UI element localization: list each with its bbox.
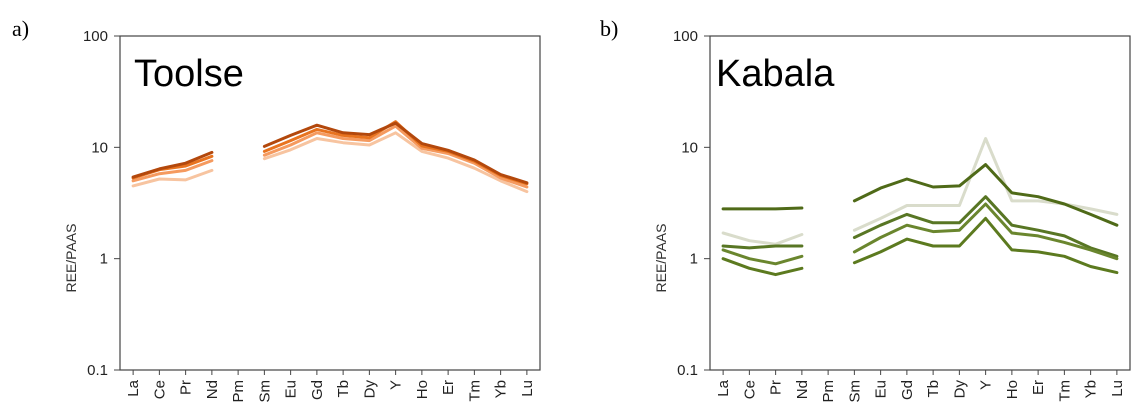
- y-tick-label-b-1: 10: [681, 139, 698, 156]
- x-tick-label-b-ce: Ce: [741, 380, 758, 399]
- y-tick-label-b-3: 0.1: [677, 362, 698, 379]
- x-tick-label-a-nd: Nd: [204, 380, 221, 399]
- x-tick-label-b-la: La: [715, 379, 732, 396]
- series-line-b-0: [721, 137, 1119, 246]
- x-tick-label-b-dy: Dy: [951, 380, 968, 399]
- y-axis-label-a: REE/PAAS: [63, 224, 79, 293]
- series-group-b: [721, 137, 1119, 277]
- panel-title-kabala: Kabala: [716, 53, 835, 95]
- x-tick-label-a-yb: Yb: [493, 380, 510, 398]
- plot-frame-a: [119, 35, 541, 371]
- x-tick-label-a-tm: Tm: [466, 380, 483, 402]
- panel-letter-b: b): [600, 16, 618, 41]
- y-tick-label-b-2: 1: [690, 251, 698, 268]
- x-tick-label-b-tm: Tm: [1056, 380, 1073, 402]
- series-line-a-1: [131, 124, 529, 189]
- x-tick-label-b-er: Er: [1030, 380, 1047, 395]
- x-tick-label-a-pm: Pm: [230, 380, 247, 403]
- y-ticks-b: 100 10 1 0.1: [673, 28, 710, 379]
- x-tick-label-a-y: Y: [388, 380, 405, 390]
- x-tick-label-b-lu: Lu: [1109, 380, 1126, 397]
- x-tick-label-a-gd: Gd: [309, 380, 326, 400]
- x-tick-label-b-yb: Yb: [1083, 380, 1100, 398]
- x-tick-label-b-nd: Nd: [794, 380, 811, 399]
- series-line-b-3: [721, 202, 1119, 266]
- y-tick-label-b-0: 100: [673, 28, 698, 45]
- y-ticks-a: 100 10 1 0.1: [83, 28, 120, 379]
- y-tick-label-a-0: 100: [83, 28, 108, 45]
- x-tick-label-b-y: Y: [978, 380, 995, 390]
- x-tick-label-b-pr: Pr: [768, 380, 785, 395]
- series-line-b-2: [721, 195, 1119, 258]
- y-tick-label-a-1: 10: [91, 139, 108, 156]
- x-tick-label-b-gd: Gd: [899, 380, 916, 400]
- plot-frame-b: [709, 35, 1131, 371]
- y-tick-label-a-2: 1: [100, 251, 108, 268]
- y-axis-label-b: REE/PAAS: [653, 224, 669, 293]
- x-tick-label-a-er: Er: [440, 380, 457, 395]
- panel-kabala: b) Kabala REE/PAAS 100 10 1 0.1 La Ce Pr Nd Pm S…: [600, 16, 1131, 403]
- x-tick-label-b-ho: Ho: [1004, 380, 1021, 399]
- x-tick-label-a-sm: Sm: [256, 380, 273, 403]
- x-tick-label-b-sm: Sm: [846, 380, 863, 403]
- series-line-a-2: [131, 120, 529, 186]
- series-line-b-4: [721, 216, 1119, 277]
- x-tick-label-a-ce: Ce: [151, 380, 168, 399]
- series-line-a-0: [131, 131, 529, 194]
- x-tick-label-b-eu: Eu: [873, 380, 890, 398]
- x-tick-label-b-pm: Pm: [820, 380, 837, 403]
- x-tick-label-a-la: La: [125, 379, 142, 396]
- x-tick-label-a-dy: Dy: [361, 380, 378, 399]
- panel-title-toolse: Toolse: [134, 53, 244, 95]
- x-tick-label-a-tb: Tb: [335, 380, 352, 398]
- x-tick-label-a-ho: Ho: [414, 380, 431, 399]
- x-ticks-a: La Ce Pr Nd Pm Sm Eu Gd Tb Dy Y Ho Er Tm Yb Lu: [125, 370, 536, 403]
- panel-toolse: a) Toolse REE/PAAS 100 10 1 0.1 La Ce Pr Nd Pm S…: [12, 16, 541, 403]
- series-line-b-1: [721, 163, 1119, 227]
- x-ticks-b: La Ce Pr Nd Pm Sm Eu Gd Tb Dy Y Ho Er Tm Yb Lu: [715, 370, 1126, 403]
- x-tick-label-a-eu: Eu: [283, 380, 300, 398]
- series-group-a: [131, 120, 529, 194]
- series-line-a-3: [131, 121, 529, 185]
- panel-letter-a: a): [12, 16, 29, 41]
- x-tick-label-b-tb: Tb: [925, 380, 942, 398]
- x-tick-label-a-lu: Lu: [519, 380, 536, 397]
- x-tick-label-a-pr: Pr: [178, 380, 195, 395]
- y-tick-label-a-3: 0.1: [87, 362, 108, 379]
